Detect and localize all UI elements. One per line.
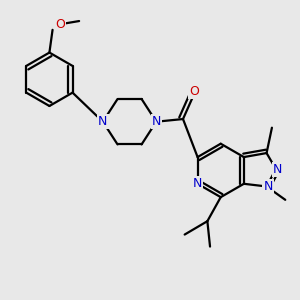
Text: N: N: [193, 177, 202, 190]
Text: O: O: [56, 18, 65, 31]
Text: N: N: [263, 180, 273, 193]
Text: N: N: [98, 115, 107, 128]
Text: O: O: [189, 85, 199, 98]
Text: N: N: [152, 115, 161, 128]
Text: N: N: [273, 163, 282, 176]
